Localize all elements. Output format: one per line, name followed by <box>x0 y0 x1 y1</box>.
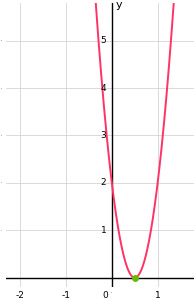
Text: 2: 2 <box>101 178 106 188</box>
Text: 3: 3 <box>101 131 106 140</box>
Text: 5: 5 <box>101 36 106 45</box>
Text: 1: 1 <box>155 291 160 300</box>
Text: 1: 1 <box>101 226 106 235</box>
Text: -1: -1 <box>61 291 71 300</box>
Text: 0: 0 <box>103 291 109 300</box>
Text: y: y <box>116 0 123 10</box>
Text: -2: -2 <box>16 291 25 300</box>
Text: 4: 4 <box>101 83 106 92</box>
